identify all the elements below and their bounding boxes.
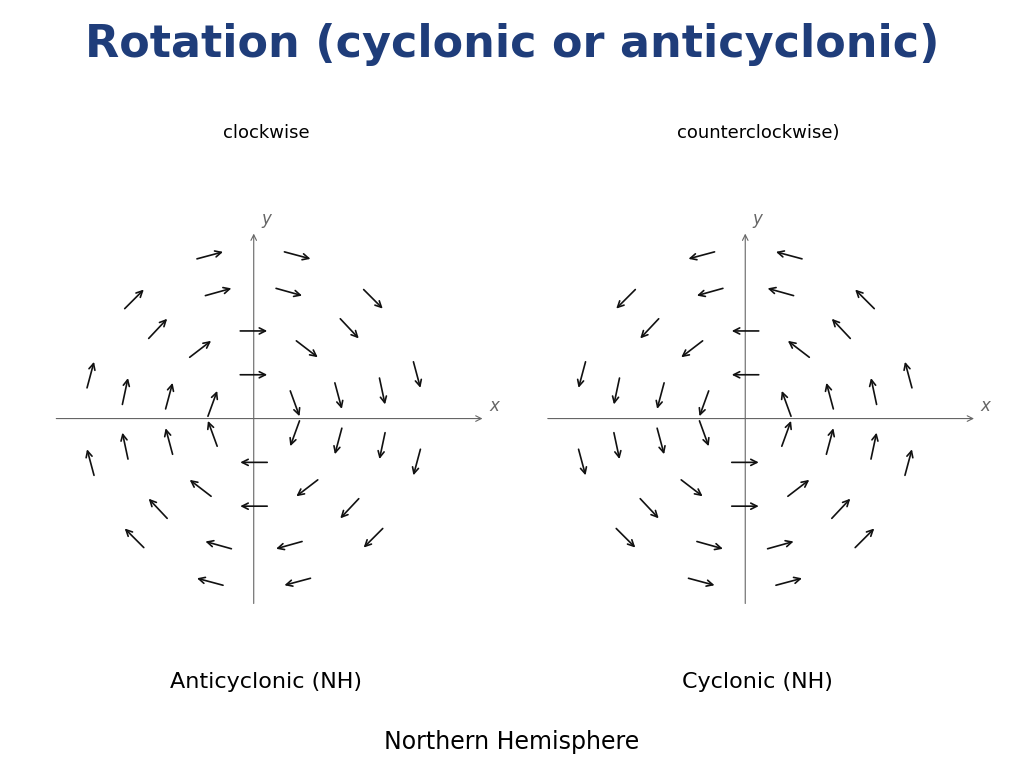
Text: x: x	[981, 397, 990, 415]
Text: Cyclonic (NH): Cyclonic (NH)	[682, 672, 834, 692]
Text: clockwise: clockwise	[223, 124, 309, 142]
Text: Rotation (cyclonic or anticyclonic): Rotation (cyclonic or anticyclonic)	[85, 23, 939, 66]
Text: Anticyclonic (NH): Anticyclonic (NH)	[170, 672, 362, 692]
Text: Northern Hemisphere: Northern Hemisphere	[384, 730, 640, 753]
Text: y: y	[753, 210, 763, 228]
Text: y: y	[261, 210, 271, 228]
Text: x: x	[489, 397, 499, 415]
Text: counterclockwise): counterclockwise)	[677, 124, 839, 142]
